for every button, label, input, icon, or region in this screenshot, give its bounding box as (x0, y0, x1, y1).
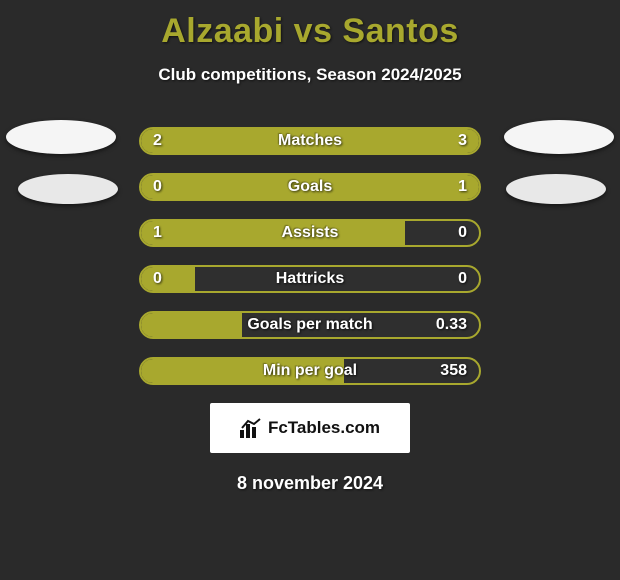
date-label: 8 november 2024 (0, 473, 620, 494)
page-title: Alzaabi vs Santos (0, 0, 620, 51)
stat-label: Hattricks (141, 267, 479, 291)
branding-badge: FcTables.com (210, 403, 410, 453)
stat-bar: 0Goals1 (139, 173, 481, 201)
player-right-photo-placeholder (504, 120, 614, 154)
page-subtitle: Club competitions, Season 2024/2025 (0, 65, 620, 85)
team-right-logo-placeholder (506, 174, 606, 204)
team-left-logo-placeholder (18, 174, 118, 204)
player-left-photo-placeholder (6, 120, 116, 154)
stat-bar: Min per goal358 (139, 357, 481, 385)
stat-label: Goals (141, 175, 479, 199)
stat-value-right: 0 (458, 267, 467, 291)
stat-label: Matches (141, 129, 479, 153)
stat-bar: 1Assists0 (139, 219, 481, 247)
stat-value-right: 3 (458, 129, 467, 153)
stat-value-right: 1 (458, 175, 467, 199)
stat-label: Assists (141, 221, 479, 245)
stat-bar: 0Hattricks0 (139, 265, 481, 293)
stat-label: Goals per match (141, 313, 479, 337)
stat-value-right: 358 (440, 359, 467, 383)
comparison-bars: 2Matches30Goals11Assists00Hattricks0Goal… (139, 127, 481, 385)
stat-label: Min per goal (141, 359, 479, 383)
stat-bar: Goals per match0.33 (139, 311, 481, 339)
stat-value-right: 0 (458, 221, 467, 245)
fctables-logo-icon (240, 418, 262, 438)
stat-bar: 2Matches3 (139, 127, 481, 155)
branding-text: FcTables.com (268, 418, 380, 438)
stat-value-right: 0.33 (436, 313, 467, 337)
